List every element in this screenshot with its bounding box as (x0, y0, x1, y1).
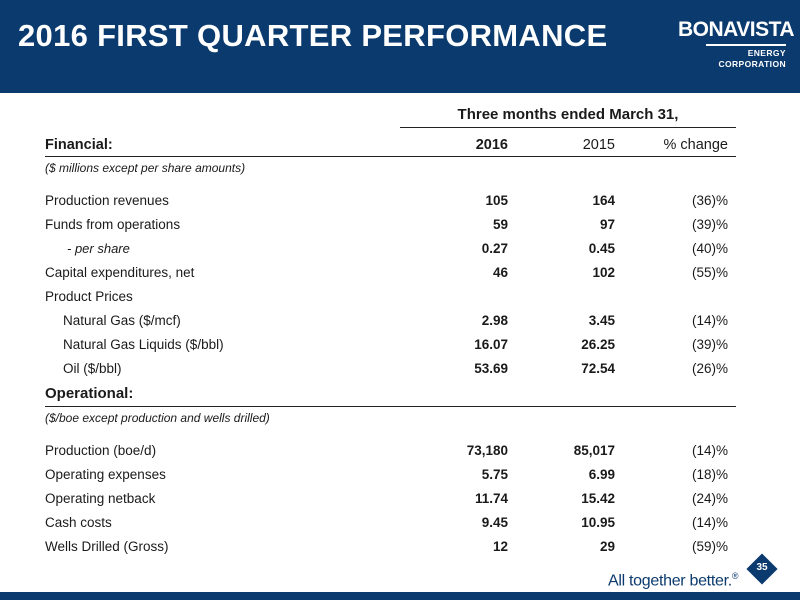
logo-divider (706, 44, 786, 46)
logo-name: BONAVISTA (678, 18, 795, 41)
column-header-change: % change (663, 137, 729, 153)
value-change: (55)% (691, 265, 728, 280)
value-2016: 46 (492, 265, 508, 280)
row-label: Capital expenditures, net (45, 265, 195, 280)
table-row: Product Prices (45, 285, 736, 309)
operational-units-note: ($/boe except production and wells drill… (45, 411, 270, 425)
tagline: All together better.® (608, 571, 739, 590)
value-change: (26)% (691, 361, 728, 376)
value-2016: 11.74 (474, 491, 508, 506)
table-row: Cash costs 9.45 10.95 (14)% (45, 511, 736, 535)
row-label: - per share (67, 241, 130, 256)
row-label: Operating expenses (45, 467, 166, 482)
table-row: Natural Gas Liquids ($/bbl) 16.07 26.25 … (45, 333, 736, 357)
value-2015: 164 (592, 193, 615, 208)
row-label: Oil ($/bbl) (63, 361, 122, 376)
row-label: Production (boe/d) (45, 443, 157, 458)
value-2016: 73,180 (466, 443, 508, 458)
footer-band (0, 592, 800, 600)
row-label: Wells Drilled (Gross) (45, 539, 169, 554)
page-title: 2016 FIRST QUARTER PERFORMANCE (18, 18, 608, 53)
financial-note-row: ($ millions except per share amounts) (45, 157, 736, 181)
period-header: Three months ended March 31, (457, 106, 679, 123)
value-2015: 6.99 (588, 467, 615, 482)
value-change: (18)% (691, 467, 728, 482)
row-label: Natural Gas Liquids ($/bbl) (63, 337, 224, 352)
table-row: Capital expenditures, net 46 102 (55)% (45, 261, 736, 285)
value-2016: 16.07 (474, 337, 508, 352)
row-label: Natural Gas ($/mcf) (63, 313, 181, 328)
value-change: (59)% (691, 539, 728, 554)
table-row: Wells Drilled (Gross) 12 29 (59)% (45, 535, 736, 559)
table-row: Operating expenses 5.75 6.99 (18)% (45, 463, 736, 487)
value-2015: 29 (599, 539, 615, 554)
operational-note-row: ($/boe except production and wells drill… (45, 407, 736, 431)
value-change: (40)% (691, 241, 728, 256)
operational-section-label: Operational: (45, 385, 134, 402)
value-2016: 9.45 (481, 515, 508, 530)
financial-section-label: Financial: (45, 137, 113, 153)
value-2015: 102 (592, 265, 615, 280)
financial-header-rule (45, 156, 736, 157)
column-header-2015: 2015 (582, 137, 615, 153)
value-2015: 85,017 (573, 443, 615, 458)
table-row: Natural Gas ($/mcf) 2.98 3.45 (14)% (45, 309, 736, 333)
value-2015: 72.54 (581, 361, 615, 376)
value-change: (39)% (691, 337, 728, 352)
operational-header-rule (45, 406, 736, 407)
value-2015: 97 (599, 217, 615, 232)
value-change: (36)% (691, 193, 728, 208)
table-row: Operating netback 11.74 15.42 (24)% (45, 487, 736, 511)
financial-header-row: Financial: 2016 2015 % change (45, 133, 736, 157)
company-logo: BONAVISTA ENERGY CORPORATION (678, 18, 795, 69)
financial-units-note: ($ millions except per share amounts) (45, 161, 246, 175)
value-2015: 0.45 (588, 241, 615, 256)
value-2016: 2.98 (481, 313, 508, 328)
value-2015: 26.25 (581, 337, 615, 352)
table-row: - per share 0.27 0.45 (40)% (45, 237, 736, 261)
value-2016: 53.69 (474, 361, 508, 376)
table-row: Production (boe/d) 73,180 85,017 (14)% (45, 439, 736, 463)
value-change: (14)% (691, 443, 728, 458)
value-2015: 3.45 (588, 313, 615, 328)
value-change: (14)% (691, 313, 728, 328)
value-2016: 5.75 (481, 467, 508, 482)
operational-header-row: Operational: (45, 381, 736, 405)
table-row: Funds from operations 59 97 (39)% (45, 213, 736, 237)
value-2016: 0.27 (481, 241, 508, 256)
value-change: (39)% (691, 217, 728, 232)
table-row: Production revenues 105 164 (36)% (45, 189, 736, 213)
logo-subtitle: ENERGY CORPORATION (718, 48, 786, 69)
value-2016: 105 (485, 193, 508, 208)
table-row: Oil ($/bbl) 53.69 72.54 (26)% (45, 357, 736, 381)
row-label: Funds from operations (45, 217, 181, 232)
registered-mark: ® (731, 571, 739, 581)
row-label: Product Prices (45, 289, 133, 304)
value-2015: 15.42 (581, 491, 615, 506)
value-change: (14)% (691, 515, 728, 530)
row-label: Production revenues (45, 193, 169, 208)
column-header-2016: 2016 (475, 137, 508, 153)
slide-header: 2016 FIRST QUARTER PERFORMANCE BONAVISTA… (0, 0, 800, 93)
period-underline (400, 127, 736, 128)
row-label: Operating netback (45, 491, 156, 506)
page-number: 35 (756, 562, 768, 573)
value-2015: 10.95 (581, 515, 615, 530)
value-2016: 59 (492, 217, 508, 232)
value-change: (24)% (691, 491, 728, 506)
row-label: Cash costs (45, 515, 112, 530)
tagline-text: All together better. (608, 572, 732, 590)
value-2016: 12 (492, 539, 508, 554)
